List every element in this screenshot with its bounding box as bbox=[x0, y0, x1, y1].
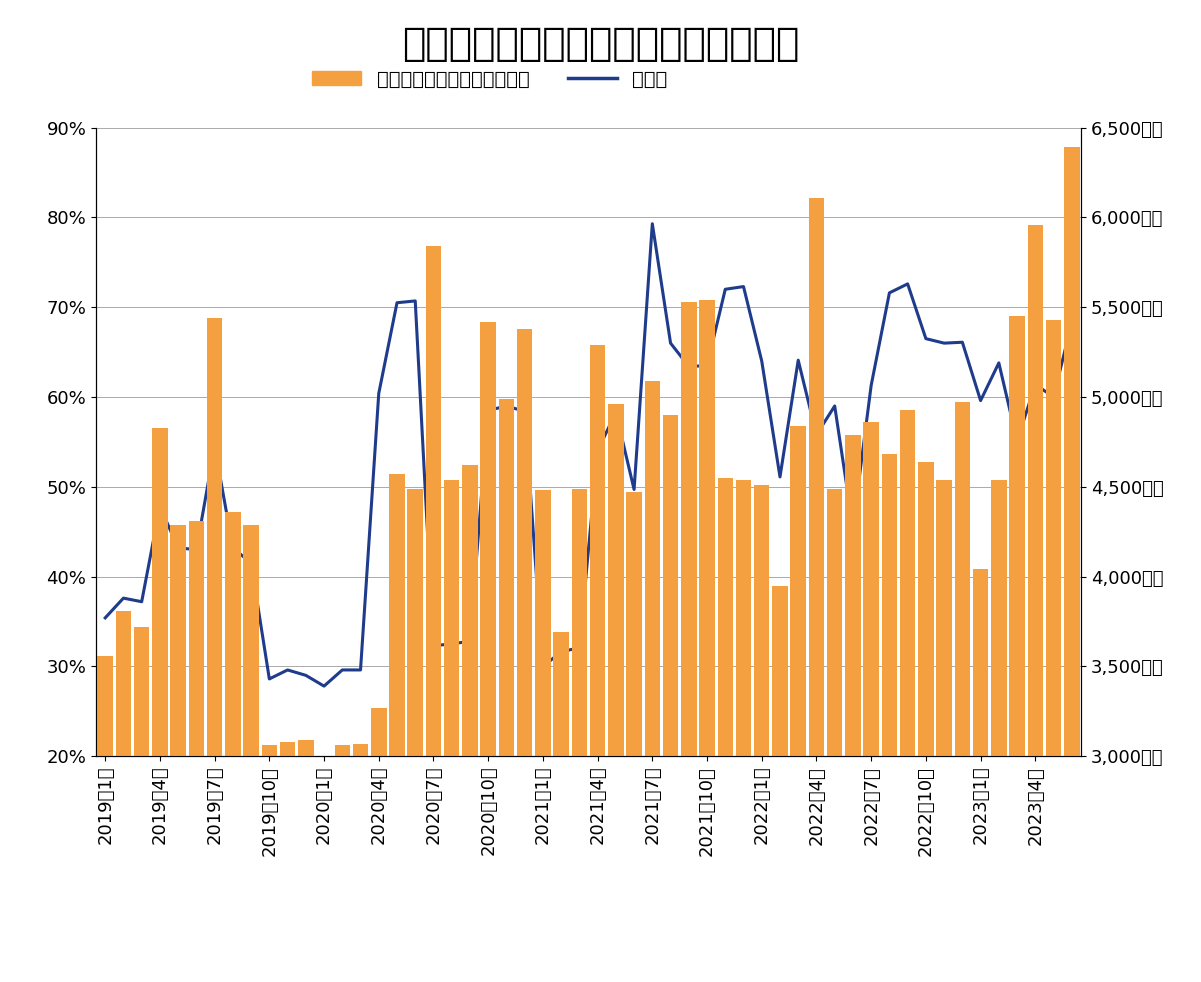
Bar bbox=[846, 435, 861, 982]
Bar bbox=[699, 300, 715, 982]
Bar bbox=[955, 403, 970, 982]
Bar bbox=[462, 465, 478, 982]
Bar bbox=[572, 489, 587, 982]
Bar bbox=[335, 745, 349, 982]
Text: 近畿圏の新築マンション価格・契約率: 近畿圏の新築マンション価格・契約率 bbox=[402, 25, 799, 63]
Bar bbox=[663, 415, 679, 982]
Bar bbox=[171, 524, 186, 982]
Bar bbox=[827, 489, 842, 982]
Bar bbox=[371, 708, 387, 982]
Bar bbox=[937, 479, 952, 982]
Bar bbox=[298, 740, 313, 982]
Bar bbox=[425, 246, 441, 982]
Bar bbox=[681, 301, 697, 982]
Bar bbox=[864, 422, 879, 982]
Bar bbox=[991, 479, 1006, 982]
Bar bbox=[480, 321, 496, 982]
Bar bbox=[407, 489, 423, 982]
Bar bbox=[115, 611, 131, 982]
Bar bbox=[882, 455, 897, 982]
Bar bbox=[189, 520, 204, 982]
Bar bbox=[717, 478, 733, 982]
Bar bbox=[353, 743, 369, 982]
Bar bbox=[1009, 316, 1024, 982]
Bar bbox=[97, 656, 113, 982]
Bar bbox=[1064, 147, 1080, 982]
Bar bbox=[590, 345, 605, 982]
Bar bbox=[516, 329, 532, 982]
Bar bbox=[207, 318, 222, 982]
Bar bbox=[645, 381, 661, 982]
Bar bbox=[736, 479, 752, 982]
Bar bbox=[754, 485, 770, 982]
Bar bbox=[225, 512, 240, 982]
Bar bbox=[153, 427, 168, 982]
Bar bbox=[554, 632, 569, 982]
Bar bbox=[244, 524, 259, 982]
Bar bbox=[444, 479, 460, 982]
Bar bbox=[790, 426, 806, 982]
Bar bbox=[280, 741, 295, 982]
Bar bbox=[808, 197, 824, 982]
Bar bbox=[135, 627, 149, 982]
Bar bbox=[1028, 225, 1042, 982]
Bar bbox=[608, 405, 623, 982]
Legend: 新築マンション価格（万円）, 契約率: 新築マンション価格（万円）, 契約率 bbox=[305, 62, 675, 96]
Bar bbox=[498, 399, 514, 982]
Bar bbox=[900, 409, 915, 982]
Bar bbox=[536, 490, 550, 982]
Bar bbox=[316, 780, 331, 982]
Bar bbox=[918, 462, 933, 982]
Bar bbox=[389, 474, 405, 982]
Bar bbox=[973, 570, 988, 982]
Bar bbox=[1046, 320, 1062, 982]
Bar bbox=[262, 745, 277, 982]
Bar bbox=[772, 585, 788, 982]
Bar bbox=[627, 492, 641, 982]
